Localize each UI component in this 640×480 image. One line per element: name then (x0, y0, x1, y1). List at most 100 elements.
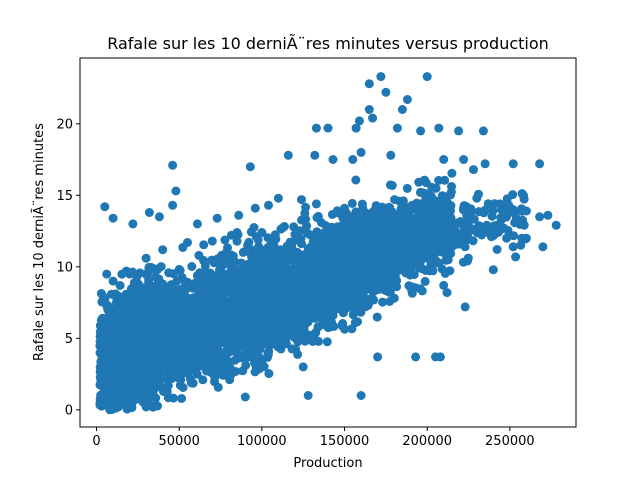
data-point (255, 332, 264, 341)
data-point (222, 247, 232, 257)
data-point (113, 348, 123, 358)
data-point (340, 324, 350, 334)
data-point (347, 218, 357, 228)
data-point (290, 277, 300, 286)
data-point (240, 319, 250, 329)
data-point (202, 292, 212, 302)
data-point (354, 210, 364, 220)
data-point (303, 317, 313, 327)
data-point (116, 339, 126, 349)
data-point (98, 336, 108, 346)
data-point (275, 259, 285, 269)
data-point (161, 362, 171, 372)
data-point (244, 237, 254, 247)
data-point (130, 300, 140, 310)
data-point (218, 260, 228, 270)
data-point (142, 339, 152, 349)
plot-area (79, 57, 577, 428)
data-point (447, 168, 457, 178)
data-point (263, 242, 273, 252)
data-point (347, 198, 357, 208)
data-point (218, 274, 228, 284)
data-point (187, 262, 197, 271)
data-point (99, 353, 109, 363)
data-point (301, 202, 311, 212)
data-point (297, 239, 306, 249)
data-point (219, 313, 229, 323)
data-point (285, 249, 295, 259)
data-point (338, 308, 348, 318)
data-point (151, 393, 161, 403)
data-point (257, 291, 267, 301)
chart-title: Rafale sur les 10 derniÃ¨res minutes ver… (107, 34, 549, 53)
data-point (310, 239, 320, 249)
data-point (198, 375, 208, 385)
data-point (111, 291, 121, 301)
data-point (271, 291, 281, 301)
data-point (213, 382, 223, 392)
data-point (129, 329, 139, 339)
data-point (209, 344, 219, 354)
data-point (161, 315, 171, 325)
data-point (276, 245, 286, 255)
data-point (263, 350, 273, 360)
data-point (293, 349, 303, 359)
data-point (150, 281, 160, 291)
data-point (322, 337, 332, 347)
data-point (100, 295, 110, 305)
data-point (230, 257, 240, 267)
data-point (420, 276, 430, 286)
data-point (133, 279, 143, 288)
data-point (142, 281, 152, 291)
data-point (199, 240, 209, 250)
data-point (145, 300, 155, 309)
data-point (176, 334, 186, 344)
data-points (95, 72, 561, 415)
data-point (427, 182, 437, 192)
data-point (249, 223, 259, 232)
data-point (281, 307, 290, 317)
data-point (102, 269, 112, 279)
data-point (262, 331, 272, 341)
data-point (142, 375, 152, 385)
data-point (155, 373, 165, 383)
data-point (181, 278, 191, 288)
data-point (276, 344, 286, 354)
data-point (110, 329, 119, 339)
data-point (110, 369, 119, 379)
data-point (348, 289, 358, 299)
data-point (316, 218, 326, 227)
data-point (298, 293, 308, 303)
data-point (214, 285, 223, 295)
data-point (255, 353, 265, 363)
data-point (312, 254, 322, 264)
data-point (192, 281, 201, 291)
data-point (366, 296, 376, 306)
data-point (177, 355, 187, 365)
data-point (102, 385, 112, 395)
data-point (174, 326, 184, 336)
data-point (306, 230, 315, 240)
data-point (223, 348, 233, 358)
data-point (202, 280, 212, 290)
data-point (266, 273, 276, 283)
data-point (172, 290, 182, 300)
data-point (203, 320, 213, 330)
data-point (175, 366, 185, 376)
data-point (299, 325, 309, 335)
data-point (180, 303, 190, 313)
data-point (153, 265, 163, 274)
data-point (277, 223, 287, 233)
data-point (222, 304, 232, 314)
data-point (226, 335, 236, 345)
data-point (204, 311, 214, 321)
data-point (187, 337, 197, 347)
data-point (117, 318, 127, 328)
data-point (174, 264, 184, 274)
data-point (153, 401, 162, 411)
data-point (344, 298, 354, 308)
data-point (98, 371, 108, 381)
data-point (197, 342, 206, 351)
data-point (201, 329, 211, 339)
